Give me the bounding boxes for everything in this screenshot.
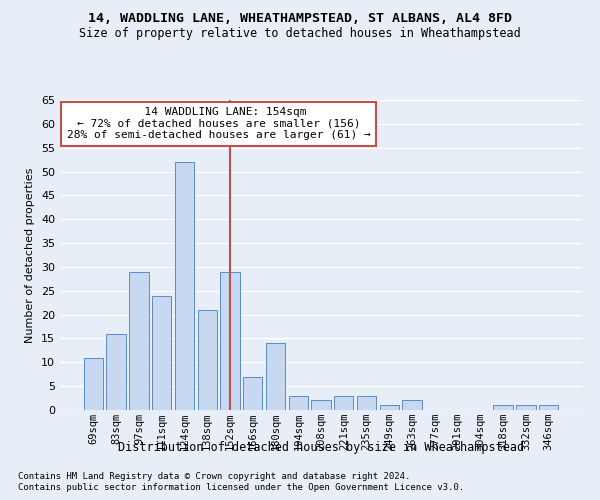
Bar [311,400,331,410]
Bar [220,272,239,410]
Text: Contains HM Land Registry data © Crown copyright and database right 2024.: Contains HM Land Registry data © Crown c… [18,472,410,481]
Bar [380,405,399,410]
Bar [152,296,172,410]
Bar [129,272,149,410]
Bar [334,396,353,410]
Bar [493,405,513,410]
Text: 14, WADDLING LANE, WHEATHAMPSTEAD, ST ALBANS, AL4 8FD: 14, WADDLING LANE, WHEATHAMPSTEAD, ST AL… [88,12,512,26]
Bar [243,376,262,410]
Text: 14 WADDLING LANE: 154sqm
← 72% of detached houses are smaller (156)
28% of semi-: 14 WADDLING LANE: 154sqm ← 72% of detach… [67,107,370,140]
Y-axis label: Number of detached properties: Number of detached properties [25,168,35,342]
Bar [289,396,308,410]
Text: Distribution of detached houses by size in Wheathampstead: Distribution of detached houses by size … [118,441,524,454]
Bar [175,162,194,410]
Bar [266,343,285,410]
Bar [197,310,217,410]
Bar [516,405,536,410]
Bar [403,400,422,410]
Text: Size of property relative to detached houses in Wheathampstead: Size of property relative to detached ho… [79,28,521,40]
Bar [539,405,558,410]
Bar [84,358,103,410]
Bar [357,396,376,410]
Text: Contains public sector information licensed under the Open Government Licence v3: Contains public sector information licen… [18,484,464,492]
Bar [106,334,126,410]
